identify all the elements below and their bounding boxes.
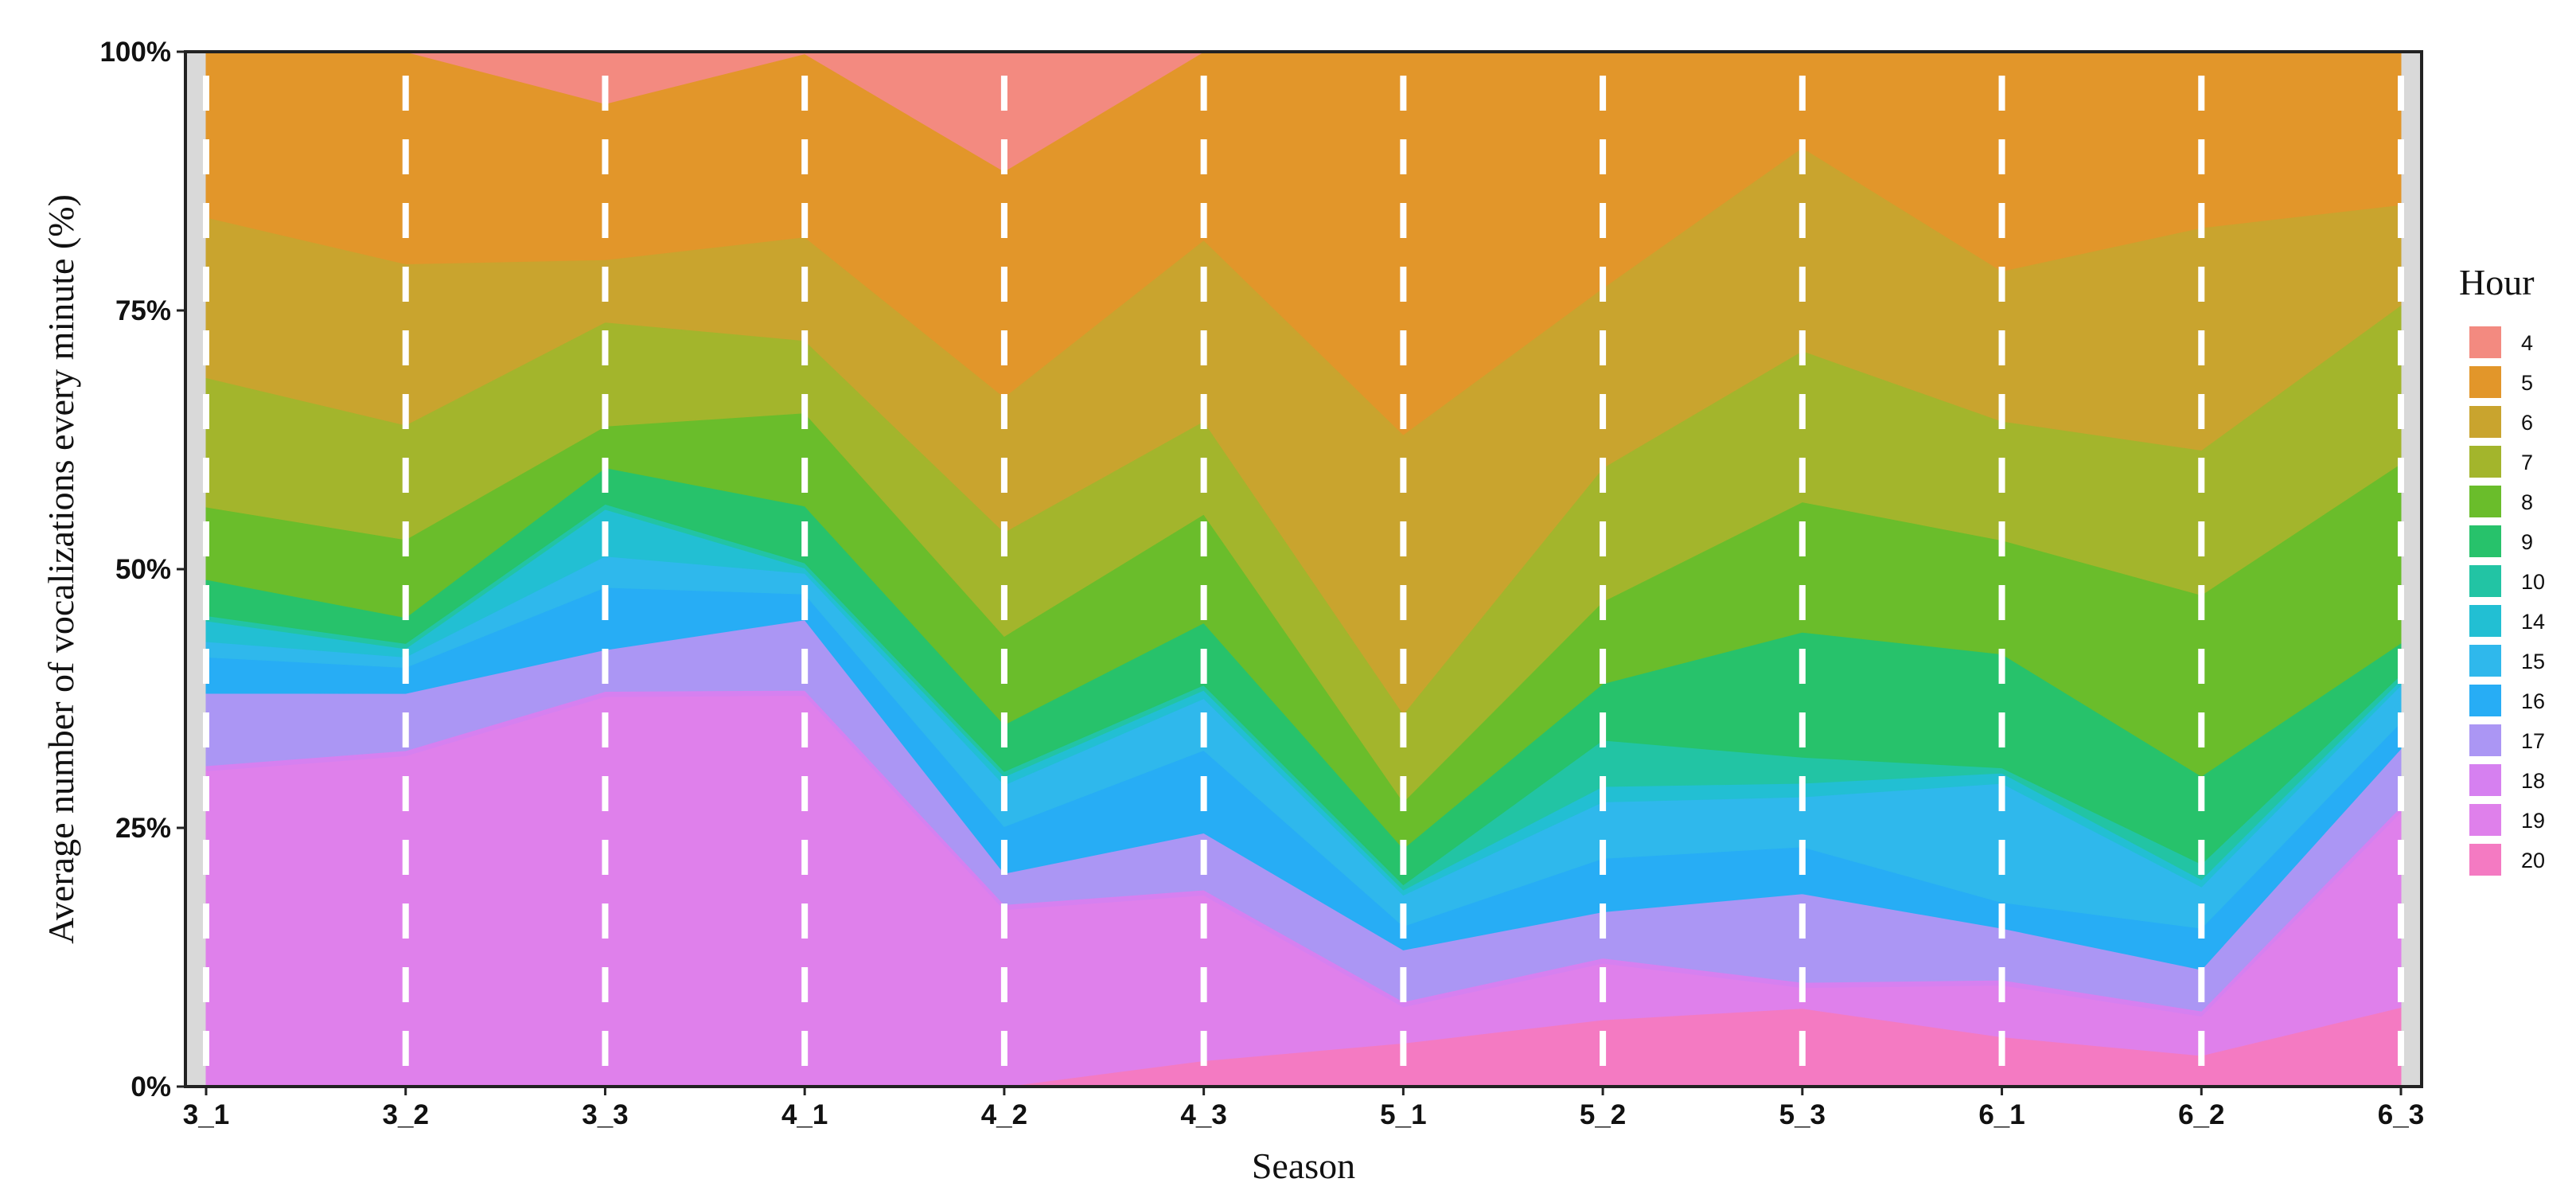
x-tick-label: 5_1	[1380, 1099, 1426, 1130]
legend-label-9: 9	[2521, 530, 2533, 554]
legend-title: Hour	[2459, 262, 2535, 302]
legend-label-5: 5	[2521, 371, 2533, 395]
legend: Hour 4 5 6 7 8 9 10 14 15 16 17 18 19 20	[2459, 262, 2545, 876]
legend-label-4: 4	[2521, 331, 2533, 355]
legend-label-6: 6	[2521, 411, 2533, 435]
legend-label-19: 19	[2521, 809, 2545, 833]
legend-items: 4 5 6 7 8 9 10 14 15 16 17 18 19 20	[2469, 326, 2545, 876]
x-tick-label: 4_1	[781, 1099, 828, 1130]
x-tick-label: 5_2	[1580, 1099, 1626, 1130]
legend-label-7: 7	[2521, 451, 2533, 474]
legend-swatch-18	[2469, 764, 2501, 796]
x-tick-label: 4_2	[981, 1099, 1027, 1130]
legend-label-17: 17	[2521, 729, 2545, 753]
y-axis-title: Average number of vocalizations every mi…	[41, 194, 81, 944]
x-axis: 3_1 3_2 3_3 4_1 4_2 4_3 5_1 5_2 5_3 6_1 6_2 6_3	[183, 1087, 2424, 1130]
legend-swatch-16	[2469, 685, 2501, 716]
plot-area	[184, 50, 2423, 1088]
legend-swatch-19	[2469, 804, 2501, 836]
x-tick-label: 4_3	[1180, 1099, 1226, 1130]
legend-swatch-14	[2469, 605, 2501, 637]
legend-label-10: 10	[2521, 570, 2545, 594]
legend-label-14: 14	[2521, 610, 2545, 634]
legend-label-20: 20	[2521, 849, 2545, 872]
legend-swatch-8	[2469, 486, 2501, 517]
season-dashed-lines	[203, 76, 2404, 1087]
y-tick-label: 100%	[99, 37, 171, 68]
x-tick-label: 3_3	[582, 1099, 628, 1130]
legend-swatch-10	[2469, 565, 2501, 597]
legend-swatch-7	[2469, 446, 2501, 478]
legend-swatch-15	[2469, 645, 2501, 677]
y-tick-label: 50%	[115, 554, 171, 585]
legend-swatch-5	[2469, 366, 2501, 398]
legend-swatch-9	[2469, 525, 2501, 557]
x-tick-label: 3_1	[183, 1099, 229, 1130]
x-tick-label: 6_3	[2378, 1099, 2424, 1130]
legend-label-8: 8	[2521, 490, 2533, 514]
legend-swatch-4	[2469, 326, 2501, 358]
y-tick-label: 75%	[115, 295, 171, 326]
legend-label-16: 16	[2521, 689, 2545, 713]
x-tick-label: 6_2	[2178, 1099, 2224, 1130]
legend-label-18: 18	[2521, 769, 2545, 793]
y-tick-label: 25%	[115, 813, 171, 844]
x-tick-label: 5_3	[1779, 1099, 1826, 1130]
legend-swatch-6	[2469, 406, 2501, 438]
legend-swatch-20	[2469, 844, 2501, 876]
y-axis: 0% 25% 50% 75% 100%	[99, 37, 185, 1102]
x-axis-title: Season	[1252, 1145, 1355, 1186]
x-tick-label: 6_1	[1978, 1099, 2025, 1130]
legend-swatch-17	[2469, 724, 2501, 756]
stacked-areas	[205, 51, 2402, 1087]
legend-label-15: 15	[2521, 650, 2545, 673]
y-tick-label: 0%	[131, 1071, 171, 1102]
x-tick-label: 3_2	[383, 1099, 429, 1130]
